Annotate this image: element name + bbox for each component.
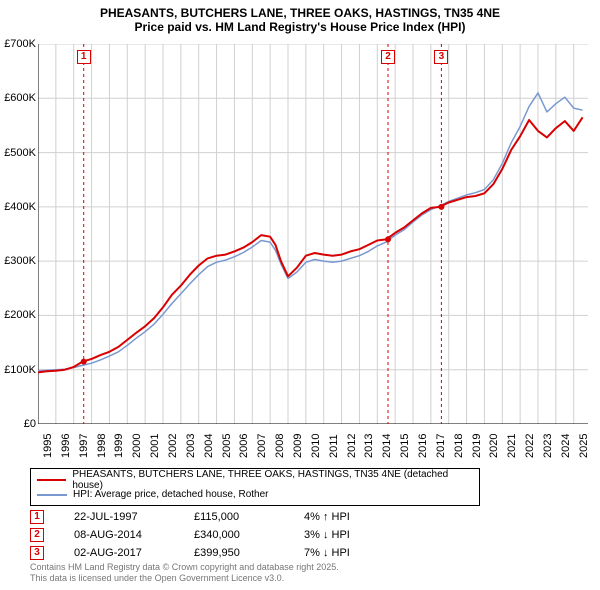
sales-price: £399,950 (194, 547, 304, 559)
y-tick-label: £400K (0, 201, 36, 213)
x-tick-label: 2000 (131, 434, 143, 458)
chart-title: PHEASANTS, BUTCHERS LANE, THREE OAKS, HA… (0, 6, 600, 20)
chart-subtitle: Price paid vs. HM Land Registry's House … (0, 20, 600, 34)
chart-container: PHEASANTS, BUTCHERS LANE, THREE OAKS, HA… (0, 0, 600, 590)
sales-row: 2 08-AUG-2014£340,0003% ↓ HPI (30, 526, 424, 544)
legend-swatch (37, 479, 66, 481)
x-tick-label: 2018 (453, 434, 465, 458)
x-tick-label: 2019 (471, 434, 483, 458)
x-tick-label: 1998 (96, 434, 108, 458)
x-tick-label: 2007 (256, 434, 268, 458)
sales-pct: 4% ↑ HPI (304, 511, 424, 523)
legend-item: PHEASANTS, BUTCHERS LANE, THREE OAKS, HA… (37, 472, 473, 487)
x-tick-label: 1996 (60, 434, 72, 458)
x-tick-label: 2022 (524, 434, 536, 458)
y-tick-label: £500K (0, 147, 36, 159)
sales-table: 1 22-JUL-1997£115,0004% ↑ HPI 2 08-AUG-2014… (30, 508, 424, 562)
x-tick-label: 2017 (435, 434, 447, 458)
x-tick-label: 2001 (149, 434, 161, 458)
sales-date: 08-AUG-2014 (74, 529, 194, 541)
x-tick-label: 1995 (42, 434, 54, 458)
x-tick-label: 2003 (185, 434, 197, 458)
y-tick-label: £200K (0, 309, 36, 321)
x-tick-label: 2013 (363, 434, 375, 458)
x-tick-label: 2025 (578, 434, 590, 458)
sales-date: 02-AUG-2017 (74, 547, 194, 559)
x-axis-labels: 1995 1996 1997 1998 1999 2000 2001 2002 2003 2004… (38, 428, 588, 468)
x-tick-label: 1999 (113, 434, 125, 458)
sales-row: 1 22-JUL-1997£115,0004% ↑ HPI (30, 508, 424, 526)
x-tick-label: 2010 (310, 434, 322, 458)
sales-price: £115,000 (194, 511, 304, 523)
sales-row: 3 02-AUG-2017£399,9507% ↓ HPI (30, 544, 424, 562)
legend-label: HPI: Average price, detached house, Roth… (73, 489, 269, 500)
legend-swatch (37, 494, 67, 496)
sales-price: £340,000 (194, 529, 304, 541)
x-tick-label: 1997 (78, 434, 90, 458)
titles: PHEASANTS, BUTCHERS LANE, THREE OAKS, HA… (0, 0, 600, 34)
x-tick-label: 2002 (167, 434, 179, 458)
footer: Contains HM Land Registry data © Crown c… (30, 562, 339, 584)
x-tick-label: 2012 (346, 434, 358, 458)
x-tick-label: 2011 (328, 434, 340, 458)
sales-marker-box: 1 (30, 510, 44, 524)
sales-marker-box: 3 (30, 546, 44, 560)
x-tick-label: 2006 (238, 434, 250, 458)
sales-date: 22-JUL-1997 (74, 511, 194, 523)
x-tick-label: 2008 (274, 434, 286, 458)
plot-area (38, 44, 588, 424)
x-tick-label: 2005 (221, 434, 233, 458)
x-tick-label: 2023 (542, 434, 554, 458)
footer-line2: This data is licensed under the Open Gov… (30, 573, 339, 584)
y-tick-label: £100K (0, 364, 36, 376)
sale-marker-box: 3 (434, 50, 448, 64)
legend: PHEASANTS, BUTCHERS LANE, THREE OAKS, HA… (30, 468, 480, 506)
x-tick-label: 2024 (560, 434, 572, 458)
y-tick-label: £0 (0, 418, 36, 430)
y-tick-label: £600K (0, 92, 36, 104)
x-tick-label: 2004 (203, 434, 215, 458)
sale-marker-box: 1 (77, 50, 91, 64)
sales-pct: 7% ↓ HPI (304, 547, 424, 559)
y-tick-label: £300K (0, 255, 36, 267)
sales-pct: 3% ↓ HPI (304, 529, 424, 541)
chart-svg (38, 44, 588, 424)
legend-label: PHEASANTS, BUTCHERS LANE, THREE OAKS, HA… (72, 469, 473, 491)
x-tick-label: 2016 (417, 434, 429, 458)
sale-marker-box: 2 (381, 50, 395, 64)
x-tick-label: 2020 (488, 434, 500, 458)
x-tick-label: 2009 (292, 434, 304, 458)
x-tick-label: 2014 (381, 434, 393, 458)
x-tick-label: 2021 (506, 434, 518, 458)
x-tick-label: 2015 (399, 434, 411, 458)
y-tick-label: £700K (0, 38, 36, 50)
footer-line1: Contains HM Land Registry data © Crown c… (30, 562, 339, 573)
sales-marker-box: 2 (30, 528, 44, 542)
